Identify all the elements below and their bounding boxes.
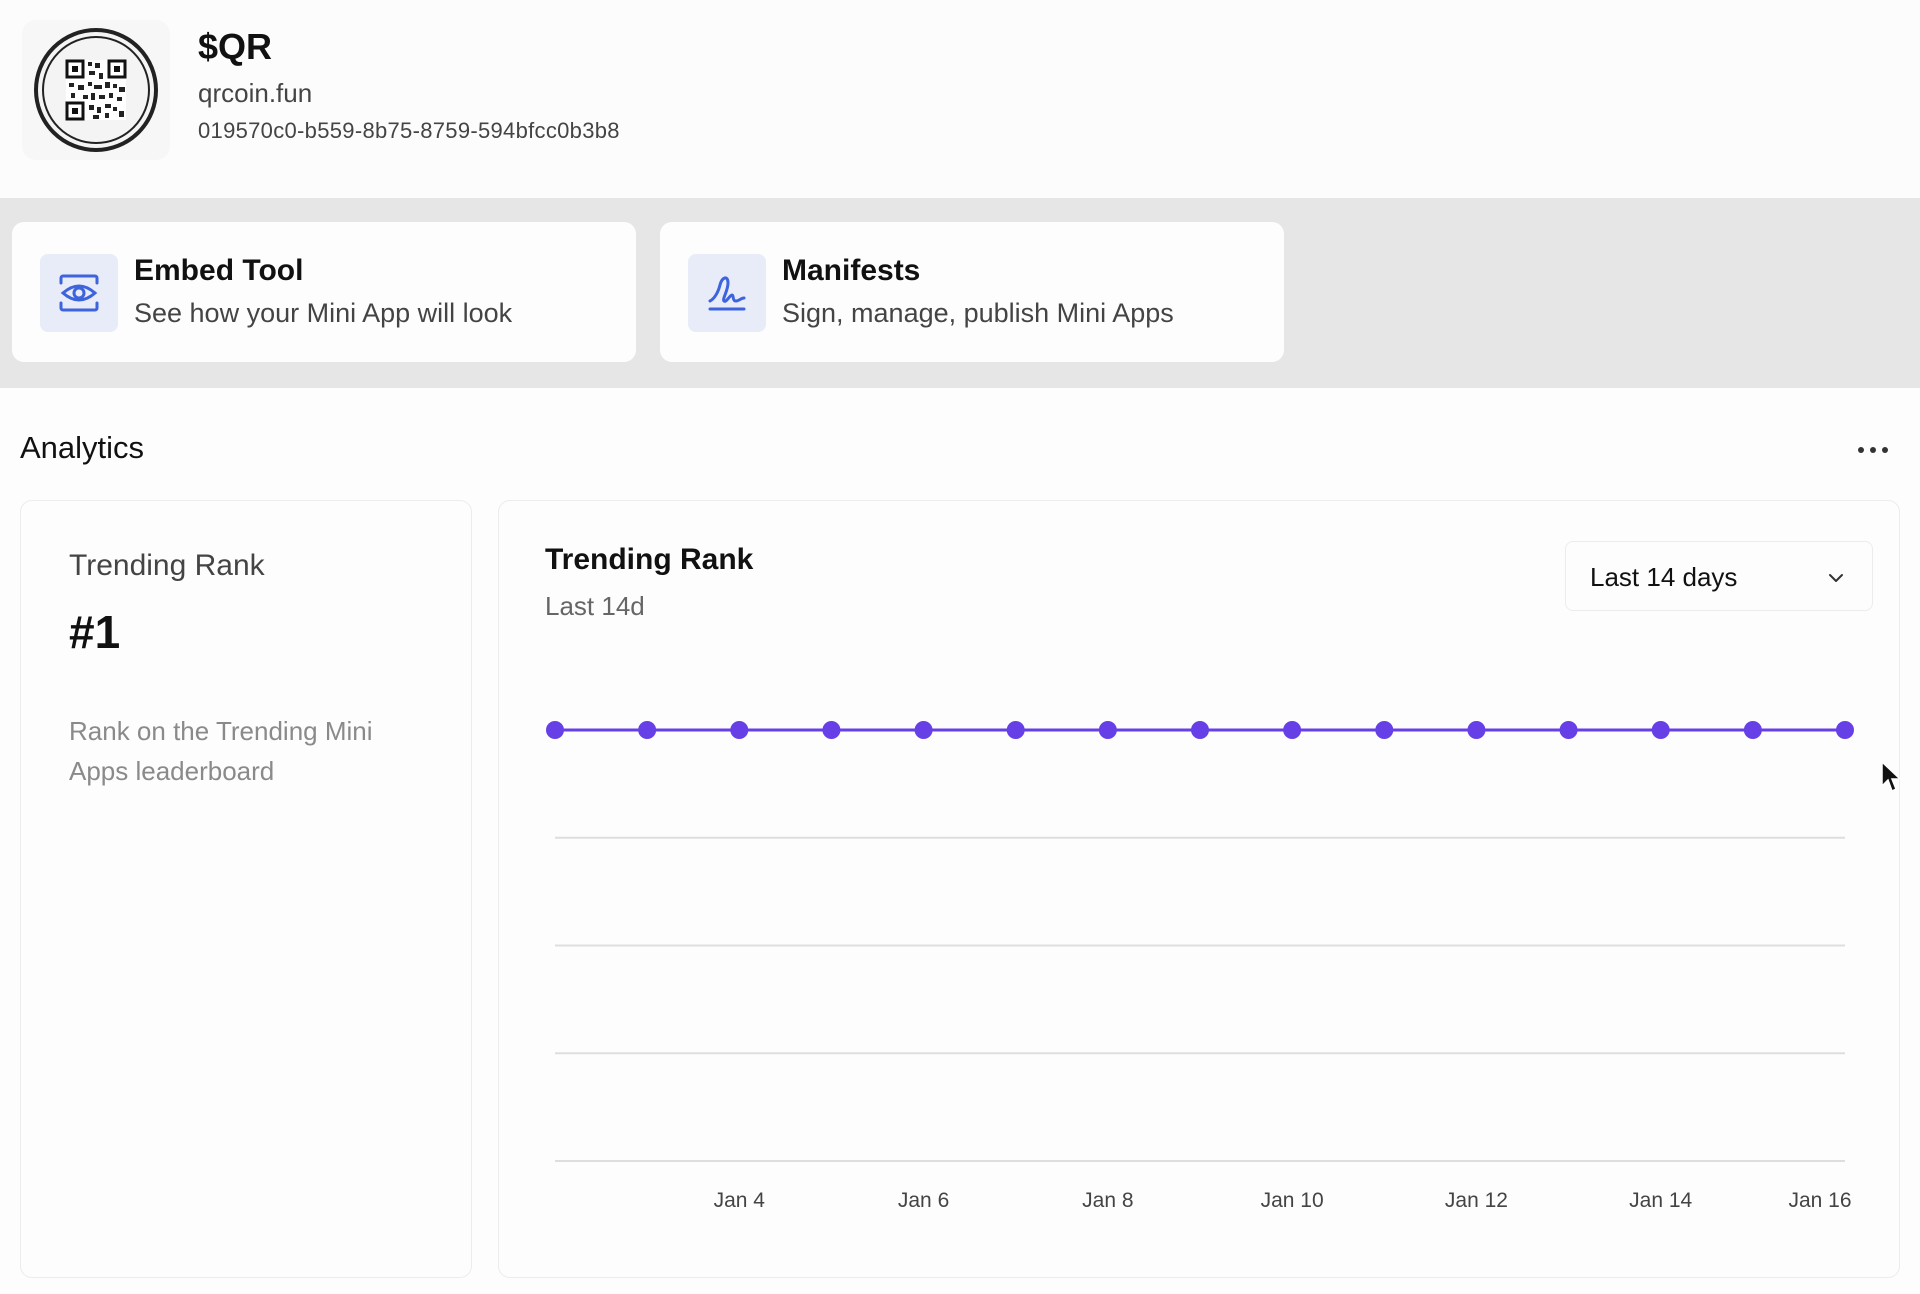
embed-tool-card[interactable]: Embed Tool See how your Mini App will lo… bbox=[12, 222, 636, 362]
embed-tool-title: Embed Tool bbox=[134, 254, 304, 287]
data-point bbox=[914, 721, 933, 739]
x-tick-label: Jan 6 bbox=[898, 1189, 949, 1212]
eye-icon bbox=[40, 254, 118, 332]
data-point bbox=[1559, 721, 1578, 739]
data-point bbox=[730, 721, 749, 739]
data-point bbox=[1467, 721, 1486, 739]
data-point bbox=[1191, 721, 1209, 739]
qr-code-coin-icon bbox=[34, 28, 158, 152]
x-tick-label: Jan 4 bbox=[714, 1189, 766, 1212]
signature-icon bbox=[688, 254, 766, 332]
x-tick-label: Jan 16 bbox=[1788, 1189, 1851, 1212]
chart-subtitle: Last 14d bbox=[545, 591, 645, 621]
app-logo bbox=[22, 20, 170, 160]
app-domain: qrcoin.fun bbox=[198, 78, 313, 108]
more-horizontal-icon[interactable] bbox=[1850, 430, 1896, 470]
stat-description: Rank on the Trending Mini Apps leaderboa… bbox=[69, 716, 373, 786]
x-tick-label: Jan 8 bbox=[1082, 1189, 1133, 1212]
manifests-card[interactable]: Manifests Sign, manage, publish Mini App… bbox=[660, 222, 1284, 362]
app-name: $QR bbox=[198, 26, 273, 67]
app-id: 019570c0-b559-8b75-8759-594bfcc0b3b8 bbox=[198, 118, 620, 143]
trending-rank-chart-card: Trending Rank Last 14d Last 14 days Jan … bbox=[498, 500, 1900, 1278]
data-point bbox=[1006, 721, 1025, 739]
mouse-cursor-icon bbox=[1881, 760, 1902, 793]
chart-title: Trending Rank bbox=[545, 543, 754, 576]
data-point bbox=[1836, 721, 1854, 739]
analytics-heading: Analytics bbox=[20, 430, 145, 465]
trending-rank-stat-card: Trending Rank #1 Rank on the Trending Mi… bbox=[20, 500, 472, 1278]
date-range-select[interactable]: Last 14 days bbox=[1565, 541, 1873, 611]
data-point bbox=[1283, 721, 1302, 739]
date-range-label: Last 14 days bbox=[1590, 562, 1738, 592]
x-tick-label: Jan 12 bbox=[1445, 1189, 1508, 1212]
chevron-down-icon bbox=[1829, 574, 1843, 582]
stat-label: Trending Rank bbox=[69, 549, 265, 582]
data-point bbox=[1743, 721, 1762, 739]
stat-value: #1 bbox=[69, 606, 121, 658]
data-point bbox=[1098, 721, 1117, 739]
data-point bbox=[822, 721, 841, 739]
data-point bbox=[1375, 721, 1394, 739]
x-tick-label: Jan 14 bbox=[1629, 1189, 1692, 1212]
more-dot bbox=[1870, 447, 1876, 453]
data-point bbox=[638, 721, 657, 739]
more-dot bbox=[1858, 447, 1864, 453]
manifests-subtitle: Sign, manage, publish Mini Apps bbox=[782, 298, 1174, 328]
trending-rank-line-chart: Jan 4 Jan 6 Jan 8 Jan 10 Jan 12 Jan 14 Jan 16 bbox=[546, 721, 1854, 1212]
x-tick-label: Jan 10 bbox=[1261, 1189, 1324, 1212]
manifests-title: Manifests bbox=[782, 254, 921, 287]
app-header: $QR qrcoin.fun 019570c0-b559-8b75-8759-5… bbox=[0, 0, 1920, 198]
data-point bbox=[1651, 721, 1670, 739]
tools-section: Embed Tool See how your Mini App will lo… bbox=[0, 198, 1920, 388]
more-dot bbox=[1882, 447, 1888, 453]
embed-tool-subtitle: See how your Mini App will look bbox=[134, 298, 513, 328]
data-point bbox=[546, 721, 564, 739]
